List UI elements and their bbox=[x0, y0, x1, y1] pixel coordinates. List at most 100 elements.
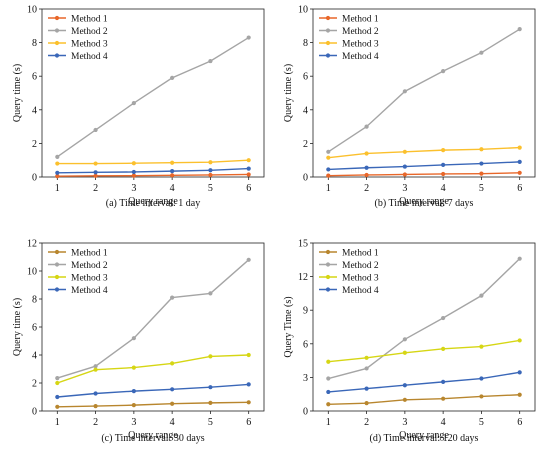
caption-c: (c) Time interval: 30 days bbox=[101, 433, 205, 444]
data-point-c-2 bbox=[170, 295, 175, 300]
y-tick-label-a: 0 bbox=[32, 173, 37, 184]
x-tick-label-d: 5 bbox=[479, 417, 484, 428]
y-tick-label-b: 2 bbox=[303, 139, 308, 150]
x-tick-label-b: 2 bbox=[364, 183, 369, 194]
data-point-a-4 bbox=[170, 169, 175, 174]
data-point-c-4 bbox=[55, 394, 60, 400]
x-tick-label-c: 5 bbox=[208, 417, 213, 428]
data-point-b-3 bbox=[441, 148, 446, 153]
data-point-d-2 bbox=[479, 293, 484, 298]
legend-label-d-3: Method 3 bbox=[342, 274, 379, 284]
x-tick-label-d: 1 bbox=[326, 417, 331, 428]
data-point-b-1 bbox=[402, 172, 407, 177]
data-point-a-1 bbox=[246, 172, 251, 177]
y-axis-label-c: Query time (s) bbox=[12, 298, 23, 356]
series-line-c-3 bbox=[57, 354, 249, 384]
legend-label-b-3: Method 3 bbox=[342, 40, 379, 50]
series-line-a-2 bbox=[56, 36, 250, 158]
x-tick-label-a: 3 bbox=[131, 183, 136, 194]
y-tick-label-c: 12 bbox=[27, 239, 37, 250]
data-point-c-4 bbox=[131, 389, 136, 394]
data-point-b-2 bbox=[326, 149, 331, 154]
plot-frame-b bbox=[312, 8, 536, 178]
data-point-a-4 bbox=[55, 170, 60, 175]
data-point-d-2 bbox=[517, 256, 522, 261]
data-point-c-1 bbox=[131, 403, 136, 408]
data-point-a-3 bbox=[93, 161, 98, 166]
data-point-a-3 bbox=[55, 161, 60, 166]
x-axis-label-b: Query range bbox=[399, 196, 449, 207]
y-tick-label-d: 3 bbox=[303, 373, 308, 384]
series-line-d-2 bbox=[328, 258, 521, 380]
legend-marker-b-4 bbox=[325, 53, 331, 58]
legend-label-c-1: Method 1 bbox=[71, 249, 108, 259]
y-tick-label-a: 8 bbox=[32, 38, 37, 49]
x-tick-label-b: 6 bbox=[517, 183, 522, 194]
data-point-c-4 bbox=[246, 382, 251, 387]
data-point-d-4 bbox=[364, 386, 369, 391]
data-point-b-4 bbox=[479, 161, 484, 166]
data-point-d-4 bbox=[402, 383, 407, 388]
legend-marker-c-4 bbox=[54, 287, 60, 292]
data-point-b-4 bbox=[517, 159, 522, 164]
data-point-c-3 bbox=[208, 354, 213, 359]
data-point-b-1 bbox=[479, 171, 484, 176]
data-point-a-2 bbox=[55, 154, 60, 159]
x-tick-label-c: 3 bbox=[131, 417, 136, 428]
y-tick-label-b: 10 bbox=[298, 5, 308, 16]
data-point-c-2 bbox=[55, 376, 60, 381]
y-tick-label-c: 8 bbox=[32, 295, 37, 306]
legend-marker-d-2 bbox=[325, 262, 331, 267]
data-point-b-1 bbox=[364, 172, 369, 178]
data-point-a-2 bbox=[170, 75, 175, 80]
y-tick-label-b: 8 bbox=[303, 38, 308, 49]
data-point-a-2 bbox=[93, 127, 98, 133]
x-tick-label-a: 6 bbox=[246, 183, 251, 194]
series-line-b-2 bbox=[327, 28, 521, 153]
legend-marker-a-1 bbox=[54, 15, 60, 21]
x-tick-label-c: 4 bbox=[170, 417, 175, 428]
data-point-c-3 bbox=[55, 380, 60, 386]
legend-marker-b-3 bbox=[325, 40, 331, 46]
data-point-c-1 bbox=[208, 400, 213, 405]
data-point-c-3 bbox=[170, 361, 175, 366]
data-point-a-2 bbox=[246, 35, 251, 40]
x-tick-label-c: 6 bbox=[246, 417, 251, 428]
x-tick-label-c: 1 bbox=[55, 417, 60, 428]
data-point-d-3 bbox=[517, 338, 522, 343]
y-tick-label-b: 0 bbox=[303, 173, 308, 184]
legend-label-d-1: Method 1 bbox=[342, 249, 379, 259]
data-point-a-3 bbox=[170, 160, 175, 165]
series-line-c-1 bbox=[57, 401, 249, 408]
y-axis-label-b: Query time (s) bbox=[283, 64, 294, 122]
plot-frame-d bbox=[312, 242, 536, 412]
legend-label-a-4: Method 4 bbox=[71, 52, 108, 62]
data-point-d-4 bbox=[517, 370, 522, 375]
y-tick-label-d: 12 bbox=[298, 272, 308, 283]
data-point-c-2 bbox=[93, 364, 98, 369]
data-point-b-2 bbox=[441, 69, 446, 74]
series-line-b-1 bbox=[328, 172, 520, 177]
data-point-d-1 bbox=[326, 402, 331, 407]
caption-b: (b) Time interval: 7 days bbox=[374, 198, 474, 209]
x-tick-label-a: 5 bbox=[208, 183, 213, 194]
y-tick-label-d: 0 bbox=[303, 407, 308, 418]
y-tick-label-c: 4 bbox=[32, 351, 37, 362]
legend-marker-d-1 bbox=[325, 249, 331, 255]
y-tick-label-d: 6 bbox=[303, 339, 308, 350]
data-point-a-4 bbox=[131, 169, 136, 175]
data-point-b-3 bbox=[364, 151, 369, 156]
legend-label-c-4: Method 4 bbox=[71, 286, 108, 296]
legend-marker-c-2 bbox=[54, 262, 60, 267]
y-tick-label-a: 10 bbox=[27, 5, 37, 16]
y-tick-label-c: 0 bbox=[32, 407, 37, 418]
data-point-a-1 bbox=[93, 173, 98, 178]
data-point-b-4 bbox=[364, 165, 369, 170]
legend-marker-d-4 bbox=[325, 287, 331, 292]
data-point-b-2 bbox=[517, 27, 522, 32]
